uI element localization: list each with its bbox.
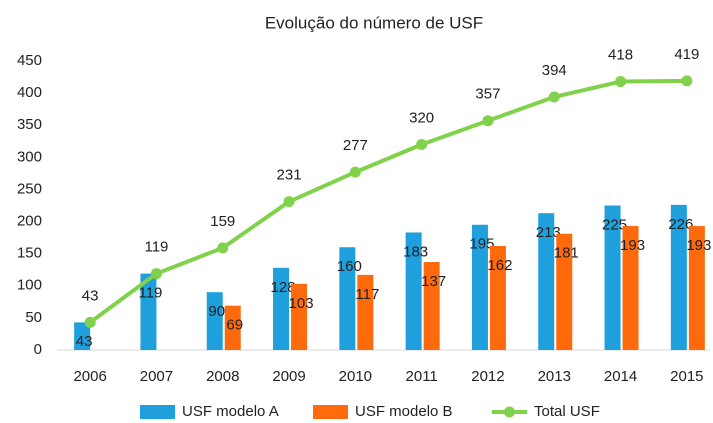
bar-value-label: 181 [554,245,579,262]
y-tick-label: 50 [25,309,42,326]
bar [74,322,91,350]
bar [670,204,687,350]
line-point [150,268,162,280]
bar [357,274,374,350]
line-point [217,242,229,254]
line-point [416,138,428,150]
x-tick-label: 2013 [538,368,571,385]
legend-swatch [504,406,515,418]
bar-value-label: 103 [289,295,314,312]
line-value-label: 159 [210,213,235,230]
x-tick-label: 2009 [272,368,305,385]
x-tick-label: 2010 [339,368,372,385]
x-tick-label: 2008 [206,368,239,385]
x-tick-label: 2012 [471,368,504,385]
bar-value-label: 213 [536,224,561,241]
line-value-label: 418 [608,47,633,64]
y-tick-label: 350 [17,116,42,133]
x-tick-label: 2011 [406,368,438,385]
line-value-label: 419 [674,46,699,63]
bar-value-label: 117 [355,286,379,303]
line-value-label: 43 [82,287,99,304]
bar [423,262,440,350]
bar-value-label: 128 [271,279,296,296]
line-value-label: 357 [475,86,500,103]
bar [140,273,157,350]
y-tick-label: 0 [34,341,42,358]
bar-value-label: 160 [337,258,362,275]
x-tick-label: 2007 [140,368,173,385]
bar-value-label: 137 [421,273,446,290]
line-point [283,196,295,208]
y-tick-label: 250 [17,180,42,197]
bar [206,292,223,350]
line-value-label: 119 [144,239,168,256]
line-point [482,115,494,127]
bar-value-label: 193 [620,237,645,254]
bar [622,226,639,350]
line-point [84,316,96,328]
y-tick-label: 450 [17,52,42,69]
bar-value-label: 69 [226,317,243,334]
chart-title: Evolução do número de USF [265,13,483,32]
y-tick-label: 100 [17,277,42,294]
bar-value-label: 119 [138,285,162,302]
y-tick-label: 400 [17,84,42,101]
bar [688,226,705,350]
bar-value-label: 226 [668,216,693,233]
bar [291,283,308,350]
line-value-label: 277 [343,137,368,154]
y-tick-label: 300 [17,148,42,165]
legend-label: USF modelo A [182,403,279,420]
bar-value-label: 183 [403,243,428,260]
line [88,78,687,324]
line-point [681,75,693,87]
legend-swatch [140,405,175,419]
bar-value-label: 195 [469,236,494,253]
bar [273,267,290,350]
line-value-label: 231 [277,167,302,184]
legend-label: USF modelo B [355,403,453,420]
line-point [548,91,560,103]
x-tick-label: 2006 [73,368,106,385]
legend-label: Total USF [534,403,600,420]
bar [471,224,488,350]
y-tick-label: 200 [17,213,42,230]
line-point [615,76,627,88]
legend-swatch [313,405,348,419]
bar-value-label: 162 [487,257,512,274]
bar [604,205,621,350]
bar [489,245,506,350]
line-value-label: 320 [409,109,434,126]
bar [556,233,573,350]
bar-value-label: 90 [208,303,225,320]
line-point [349,166,361,178]
bar-value-label: 193 [686,237,711,254]
bar [224,305,241,350]
bar-value-label: 225 [602,216,627,233]
bar-value-label: 43 [76,333,93,350]
x-tick-label: 2014 [604,368,637,385]
bar [339,247,356,350]
bar [538,213,555,350]
y-tick-label: 150 [17,245,42,262]
line-value-label: 394 [542,62,567,79]
bar [405,232,422,350]
x-tick-label: 2015 [670,368,703,385]
